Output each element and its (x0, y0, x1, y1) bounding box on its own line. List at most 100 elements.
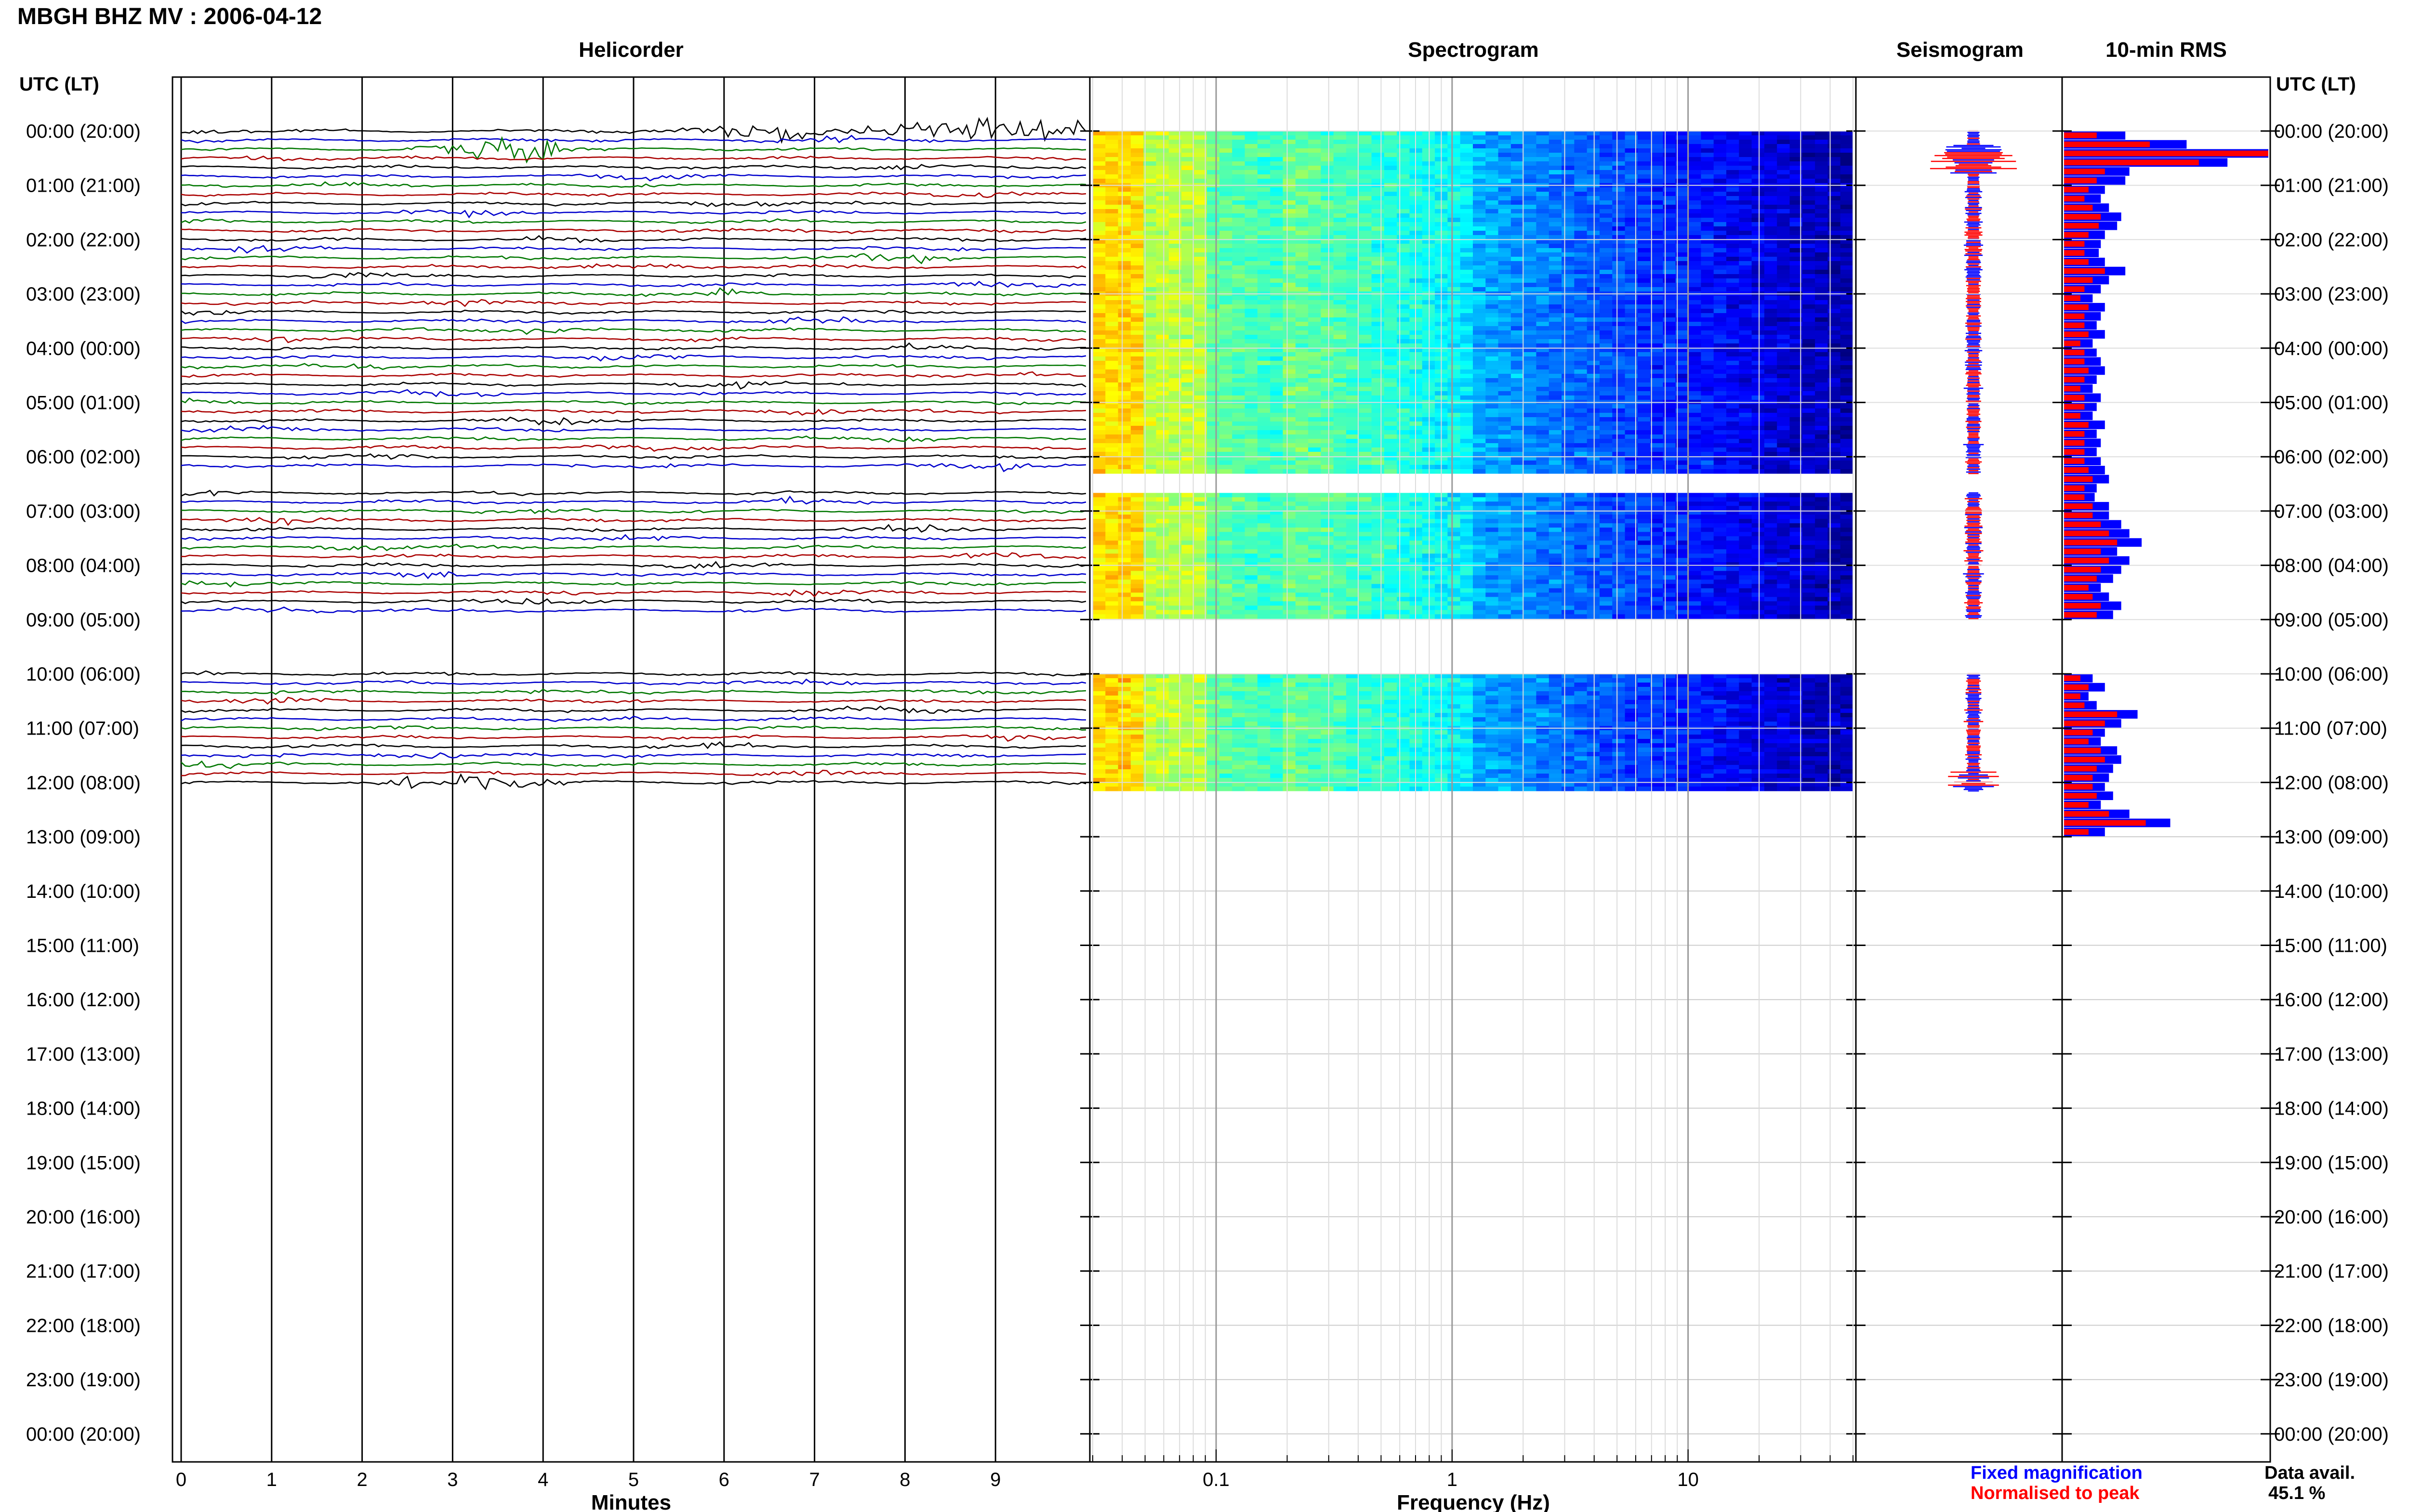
spectrogram-cell (1359, 278, 1372, 283)
spectrogram-cell (1587, 235, 1600, 240)
spectrogram-cell (1739, 248, 1752, 253)
spectrogram-cell (1321, 317, 1334, 322)
spectrogram-cell (1485, 352, 1499, 357)
spectrogram-cell (1270, 374, 1284, 379)
spectrogram-cell (1308, 205, 1321, 210)
spectrogram-cell (1637, 339, 1651, 344)
spectrogram-cell (1333, 369, 1347, 374)
spectrogram-cell (1802, 213, 1815, 218)
spectrogram-cell (1675, 226, 1689, 231)
spectrogram-cell (1523, 369, 1537, 374)
spectrogram-cell (1346, 356, 1359, 361)
spectrogram-cell (1789, 218, 1803, 223)
spectrogram-cell (1384, 413, 1397, 418)
spectrogram-cell (1130, 218, 1144, 223)
spectrogram-cell (1244, 460, 1258, 465)
spectrogram-cell (1625, 395, 1638, 400)
spectrogram-cell (1498, 261, 1511, 266)
spectrogram-cell (1600, 356, 1613, 361)
spectrogram-cell (1206, 252, 1220, 257)
spectrogram-cell (1612, 140, 1626, 145)
spectrogram-cell (1600, 501, 1613, 506)
spectrogram-cell (1498, 339, 1511, 344)
spectrogram-cell (1270, 378, 1284, 383)
spectrogram-cell (1181, 465, 1194, 470)
spectrogram-cell (1093, 161, 1106, 166)
spectrogram-cell (1422, 265, 1435, 270)
spectrogram-cell (1244, 261, 1258, 266)
spectrogram-cell (1156, 144, 1169, 149)
spectrogram-cell (1802, 352, 1815, 357)
spectrogram-cell (1143, 365, 1157, 370)
spectrogram-cell (1105, 387, 1119, 392)
spectrogram-cell (1562, 274, 1575, 279)
spectrogram-cell (1143, 352, 1157, 357)
spectrogram-cell (1637, 261, 1651, 266)
spectrogram-cell (1308, 300, 1321, 305)
spectrogram-cell (1143, 144, 1157, 149)
spectrogram-cell (1460, 408, 1473, 413)
spectrogram-cell (1244, 326, 1258, 331)
spectrogram-cell (1283, 161, 1296, 166)
spectrogram-cell (1739, 200, 1752, 205)
spectrogram-cell (1283, 244, 1296, 249)
spectrogram-cell (1562, 391, 1575, 396)
spectrogram-cell (1739, 226, 1752, 231)
spectrogram-cell (1308, 443, 1321, 448)
spectrogram-cell (1194, 443, 1207, 448)
spectrogram-cell (1675, 378, 1689, 383)
spectrogram-cell (1295, 382, 1309, 387)
spectrogram-cell (1549, 356, 1562, 361)
spectrogram-cell (1587, 265, 1600, 270)
spectrogram-cell (1637, 226, 1651, 231)
spectrogram-cell (1206, 222, 1220, 227)
spectrogram-cell (1574, 439, 1588, 444)
spectrogram-cell (1397, 170, 1410, 175)
spectrogram-cell (1156, 148, 1169, 153)
spectrogram-cell (1473, 391, 1486, 396)
spectrogram-cell (1574, 391, 1588, 396)
spectrogram-cell (1789, 235, 1803, 240)
spectrogram-cell (1244, 369, 1258, 374)
spectrogram-cell (1701, 421, 1714, 426)
spectrogram-cell (1562, 317, 1575, 322)
spectrogram-cell (1346, 439, 1359, 444)
spectrogram-cell (1308, 252, 1321, 257)
helicorder-trace (181, 117, 1086, 144)
spectrogram-cell (1510, 174, 1524, 179)
spectrogram-cell (1257, 257, 1271, 262)
spectrogram-cell (1688, 365, 1701, 370)
spectrogram-cell (1827, 187, 1841, 192)
spectrogram-cell (1751, 205, 1765, 210)
spectrogram-cell (1257, 157, 1271, 162)
spectrogram-cell (1562, 209, 1575, 214)
spectrogram-cell (1371, 493, 1385, 498)
spectrogram-cell (1536, 339, 1549, 344)
spectrogram-cell (1549, 205, 1562, 210)
spectrogram-cell (1143, 447, 1157, 452)
spectrogram-cell (1625, 187, 1638, 192)
spectrogram-cell (1219, 465, 1232, 470)
spectrogram-cell (1751, 322, 1765, 327)
spectrogram-cell (1562, 187, 1575, 192)
spectrogram-cell (1675, 361, 1689, 366)
spectrogram-cell (1206, 434, 1220, 439)
spectrogram-cell (1460, 493, 1473, 498)
spectrogram-cell (1574, 270, 1588, 275)
spectrogram-cell (1359, 434, 1372, 439)
spectrogram-cell (1206, 278, 1220, 283)
spectrogram-cell (1663, 352, 1676, 357)
spectrogram-cell (1625, 404, 1638, 409)
spectrogram-cell (1168, 330, 1182, 335)
spectrogram-cell (1321, 413, 1334, 418)
spectrogram-cell (1219, 274, 1232, 279)
spectrogram-cell (1105, 493, 1119, 498)
spectrogram-cell (1523, 222, 1537, 227)
spectrogram-cell (1359, 200, 1372, 205)
spectrogram-cell (1384, 283, 1397, 288)
spectrogram-cell (1295, 174, 1309, 179)
spectrogram-cell (1346, 374, 1359, 379)
spectrogram-cell (1612, 278, 1626, 283)
spectrogram-cell (1637, 356, 1651, 361)
spectrogram-cell (1359, 248, 1372, 253)
